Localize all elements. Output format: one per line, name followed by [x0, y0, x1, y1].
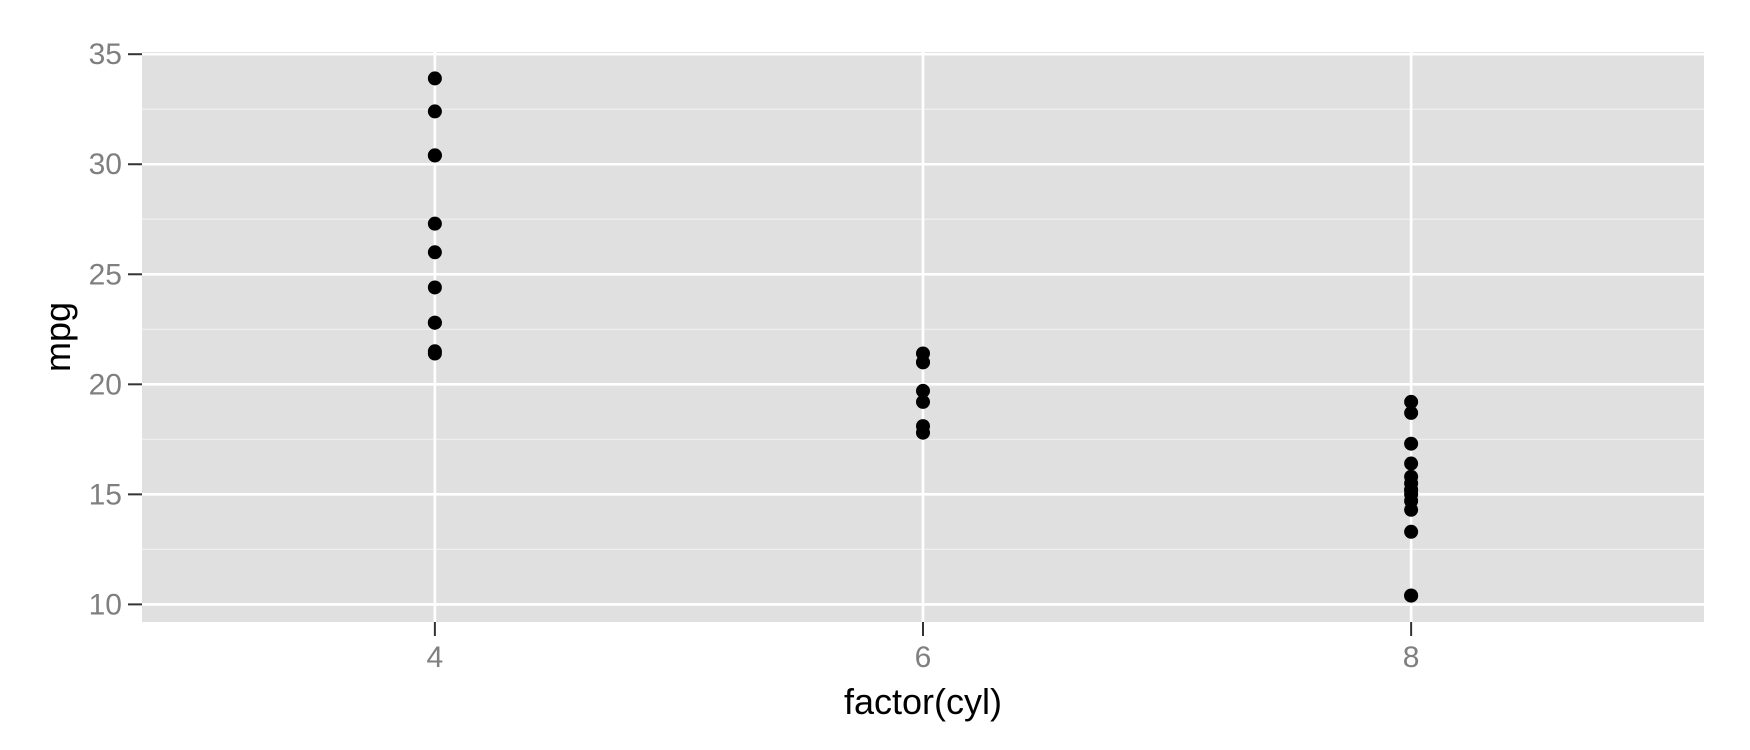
data-point — [916, 383, 930, 398]
y-tick-label: 20 — [89, 368, 122, 401]
data-point — [1404, 524, 1419, 539]
data-point — [916, 394, 930, 409]
data-point — [1404, 588, 1419, 603]
data-point — [427, 346, 442, 361]
data-point — [427, 315, 442, 330]
data-point — [427, 245, 442, 260]
x-axis-tick-labels: 4 6 8 — [427, 641, 1420, 674]
data-point — [427, 104, 442, 119]
y-axis-tick-labels: 10 15 20 25 30 35 — [89, 38, 122, 621]
x-tick-label: 8 — [1403, 641, 1420, 674]
data-point — [916, 425, 930, 440]
y-axis-ticks — [128, 53, 142, 606]
data-point — [1404, 405, 1419, 420]
major-gridlines — [142, 52, 1704, 622]
data-point — [1404, 456, 1419, 471]
data-points — [427, 71, 1419, 603]
data-point — [1404, 394, 1419, 409]
data-point — [427, 71, 442, 86]
data-point — [427, 280, 442, 295]
y-tick-label: 25 — [89, 258, 122, 291]
y-tick-label: 10 — [89, 588, 122, 621]
x-axis-title: factor(cyl) — [844, 681, 1002, 722]
x-tick-label: 6 — [915, 641, 932, 674]
data-point — [427, 148, 442, 163]
y-tick-label: 15 — [89, 478, 122, 511]
x-axis-ticks — [433, 622, 1413, 636]
y-tick-label: 35 — [89, 38, 122, 71]
y-tick-label: 30 — [89, 148, 122, 181]
y-axis-title: mpg — [37, 302, 78, 372]
data-point — [1404, 469, 1419, 484]
data-point — [1404, 436, 1419, 451]
data-point — [1404, 487, 1419, 502]
data-point — [427, 216, 442, 231]
data-point — [916, 346, 930, 361]
x-tick-label: 4 — [427, 641, 444, 674]
